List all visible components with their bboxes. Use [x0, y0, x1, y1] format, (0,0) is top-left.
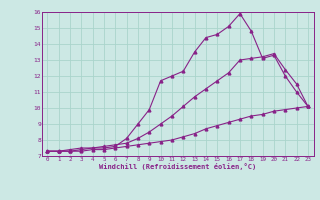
X-axis label: Windchill (Refroidissement éolien,°C): Windchill (Refroidissement éolien,°C): [99, 163, 256, 170]
